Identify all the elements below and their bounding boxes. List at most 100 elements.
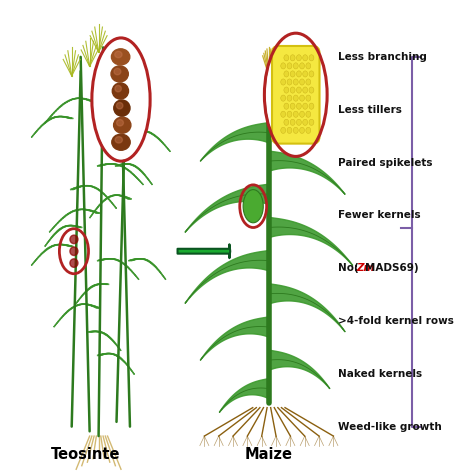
Polygon shape	[48, 240, 50, 241]
Polygon shape	[155, 136, 157, 137]
Polygon shape	[78, 299, 80, 301]
Polygon shape	[121, 263, 124, 264]
Polygon shape	[159, 139, 161, 141]
Polygon shape	[50, 118, 53, 119]
Polygon shape	[126, 266, 128, 267]
Polygon shape	[143, 174, 145, 175]
Polygon shape	[94, 210, 95, 212]
Text: MADS69): MADS69)	[365, 263, 419, 273]
Polygon shape	[90, 216, 91, 218]
Polygon shape	[70, 189, 75, 190]
Ellipse shape	[290, 103, 295, 109]
Ellipse shape	[300, 127, 304, 134]
Polygon shape	[59, 228, 62, 229]
Text: (: (	[353, 263, 358, 273]
Polygon shape	[49, 230, 51, 232]
Polygon shape	[44, 123, 46, 124]
Polygon shape	[47, 241, 49, 243]
Text: Maize: Maize	[245, 447, 293, 462]
Polygon shape	[104, 199, 107, 200]
Ellipse shape	[306, 127, 311, 134]
Ellipse shape	[117, 119, 123, 126]
Polygon shape	[132, 272, 134, 273]
Ellipse shape	[290, 71, 295, 77]
Polygon shape	[118, 356, 120, 357]
Ellipse shape	[287, 111, 292, 117]
Polygon shape	[90, 101, 94, 102]
Polygon shape	[146, 260, 149, 261]
Polygon shape	[96, 188, 99, 189]
Ellipse shape	[284, 119, 289, 126]
Polygon shape	[134, 175, 136, 177]
Ellipse shape	[243, 190, 263, 223]
Ellipse shape	[265, 35, 326, 155]
Polygon shape	[118, 348, 120, 349]
Polygon shape	[201, 122, 269, 161]
Polygon shape	[114, 343, 116, 344]
Ellipse shape	[309, 87, 314, 93]
Ellipse shape	[309, 71, 314, 77]
Polygon shape	[102, 193, 105, 194]
Polygon shape	[95, 103, 100, 104]
Polygon shape	[45, 121, 47, 123]
Polygon shape	[90, 305, 94, 306]
Ellipse shape	[281, 95, 286, 101]
Ellipse shape	[293, 127, 298, 134]
Polygon shape	[133, 373, 135, 374]
Polygon shape	[157, 138, 160, 139]
Polygon shape	[107, 198, 109, 199]
Polygon shape	[115, 207, 117, 209]
Polygon shape	[148, 132, 152, 133]
Polygon shape	[45, 245, 46, 246]
Polygon shape	[54, 111, 56, 113]
Polygon shape	[109, 196, 111, 197]
Polygon shape	[90, 287, 92, 288]
Polygon shape	[139, 170, 142, 171]
Polygon shape	[112, 340, 114, 341]
Polygon shape	[166, 146, 168, 148]
Polygon shape	[72, 307, 74, 308]
Polygon shape	[52, 113, 55, 115]
Ellipse shape	[296, 71, 301, 77]
Polygon shape	[69, 309, 72, 310]
Polygon shape	[164, 278, 166, 280]
Polygon shape	[80, 296, 82, 298]
Polygon shape	[156, 137, 158, 138]
Polygon shape	[56, 230, 59, 232]
Polygon shape	[111, 339, 113, 340]
Ellipse shape	[290, 55, 295, 61]
Polygon shape	[57, 107, 60, 109]
Ellipse shape	[281, 63, 286, 69]
Polygon shape	[41, 125, 43, 127]
Text: Zm: Zm	[356, 263, 374, 273]
Ellipse shape	[296, 119, 301, 126]
Polygon shape	[58, 319, 60, 321]
Ellipse shape	[306, 79, 311, 85]
Polygon shape	[158, 270, 160, 272]
Polygon shape	[157, 269, 159, 270]
Polygon shape	[138, 180, 140, 182]
Polygon shape	[73, 210, 76, 211]
Polygon shape	[101, 201, 104, 202]
Ellipse shape	[281, 111, 286, 117]
Polygon shape	[121, 360, 124, 361]
Ellipse shape	[93, 39, 149, 160]
Polygon shape	[133, 165, 136, 166]
Ellipse shape	[309, 103, 314, 109]
Ellipse shape	[296, 103, 301, 109]
Polygon shape	[75, 187, 79, 188]
Polygon shape	[129, 269, 131, 270]
Polygon shape	[55, 323, 57, 325]
Polygon shape	[59, 106, 62, 107]
Polygon shape	[61, 227, 64, 228]
Polygon shape	[70, 308, 73, 309]
Polygon shape	[67, 310, 70, 311]
Polygon shape	[201, 317, 269, 360]
Ellipse shape	[117, 102, 123, 109]
Polygon shape	[91, 186, 94, 187]
Ellipse shape	[287, 79, 292, 85]
Polygon shape	[33, 262, 34, 264]
Polygon shape	[84, 99, 89, 100]
Polygon shape	[167, 148, 169, 150]
Polygon shape	[95, 209, 97, 210]
